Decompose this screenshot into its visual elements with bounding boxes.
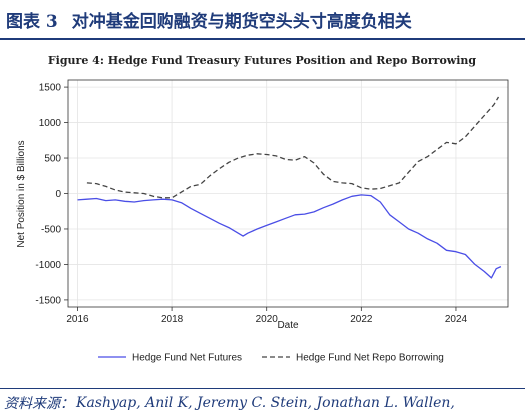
x-tick-label: 2020 (256, 314, 279, 325)
chart-title: Figure 4: Hedge Fund Treasury Futures Po… (48, 54, 477, 67)
series-line-net-futures (77, 194, 502, 279)
figure-number-label: 图表 3 (6, 11, 58, 32)
legend: Hedge Fund Net Futures Hedge Fund Net Rep… (98, 353, 444, 364)
y-tick-label: 0 (55, 189, 61, 200)
figure-header-title: 对冲基金回购融资与期货空头头寸高度负相关 (71, 11, 412, 32)
y-axis-label: Net Position in $ Billions (16, 140, 27, 247)
x-tick-label: 2024 (445, 314, 468, 325)
y-tick-label: -1500 (35, 295, 61, 306)
series-line-net-repo (86, 96, 500, 199)
source-label: 资料来源： (4, 396, 74, 412)
x-tick-label: 2016 (66, 314, 89, 325)
chart: Figure 4: Hedge Fund Treasury Futures Po… (16, 54, 509, 364)
source-note: 资料来源： Kashyap, Anil K, Jeremy C. Stein, … (0, 388, 525, 417)
y-tick-label: -1000 (35, 260, 61, 271)
x-tick-label: 2022 (350, 314, 373, 325)
y-tick-label: 1500 (39, 83, 62, 94)
y-tick-label: 1000 (39, 118, 62, 129)
y-tick-label: 500 (44, 154, 61, 165)
x-axis-label: Date (277, 320, 299, 331)
legend-label: Hedge Fund Net Futures (132, 353, 242, 364)
y-tick-label: -500 (41, 224, 61, 235)
legend-label: Hedge Fund Net Repo Borrowing (296, 353, 444, 364)
source-text: Kashyap, Anil K, Jeremy C. Stein, Jonath… (76, 395, 455, 411)
x-tick-label: 2018 (161, 314, 184, 325)
figure-header: 图表 3 对冲基金回购融资与期货空头头寸高度负相关 (0, 0, 525, 40)
